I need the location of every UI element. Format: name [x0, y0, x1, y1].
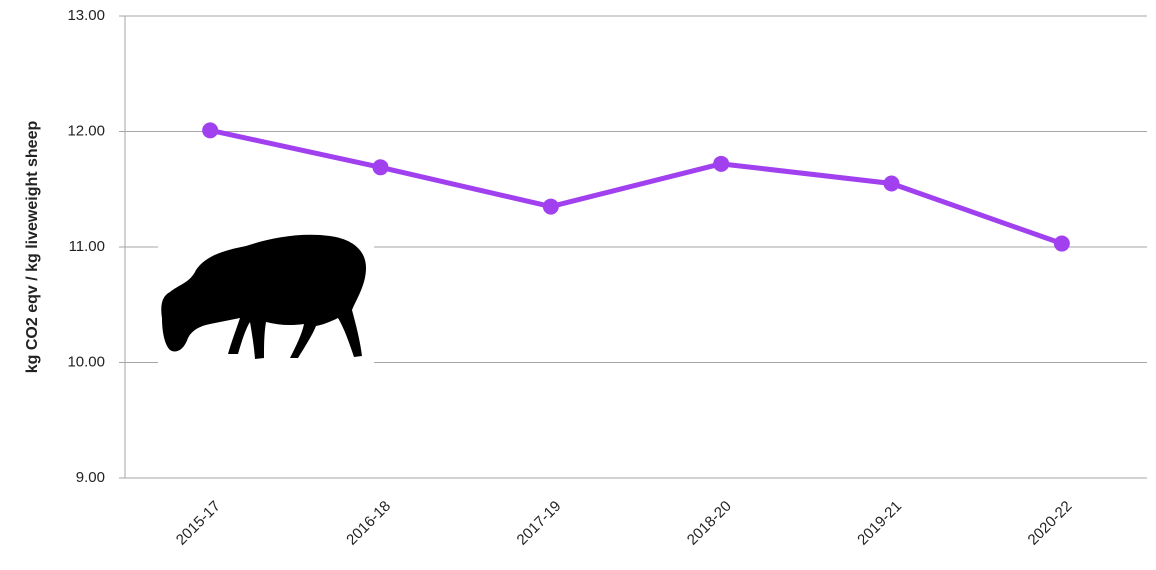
data-line — [209, 127, 1063, 246]
x-tick-label: 2016-18 — [343, 498, 394, 549]
data-layer — [202, 122, 1070, 252]
x-tick-label: 2019-21 — [854, 498, 905, 549]
data-point — [1053, 235, 1070, 252]
x-tick-label: 2017-19 — [514, 498, 565, 549]
data-point — [372, 159, 389, 176]
y-tick-label: 10.00 — [67, 353, 105, 370]
y-tick-label: 11.00 — [69, 238, 105, 255]
x-tick-label: 2020-22 — [1025, 498, 1076, 549]
data-point — [202, 122, 219, 139]
y-axis-label: kg CO2 eqv / kg liveweight sheep — [24, 121, 41, 374]
x-tick-label: 2015-17 — [173, 498, 224, 549]
sheep-silhouette — [161, 234, 366, 359]
sheep-icon — [158, 228, 374, 364]
y-tick-label: 9.00 — [76, 469, 105, 486]
x-tick-label: 2018-20 — [684, 498, 735, 549]
data-point — [713, 155, 730, 172]
y-tick-label: 13.00 — [67, 7, 105, 24]
y-tick-label: 12.00 — [67, 122, 105, 139]
data-point — [542, 198, 559, 215]
data-point — [883, 175, 900, 192]
